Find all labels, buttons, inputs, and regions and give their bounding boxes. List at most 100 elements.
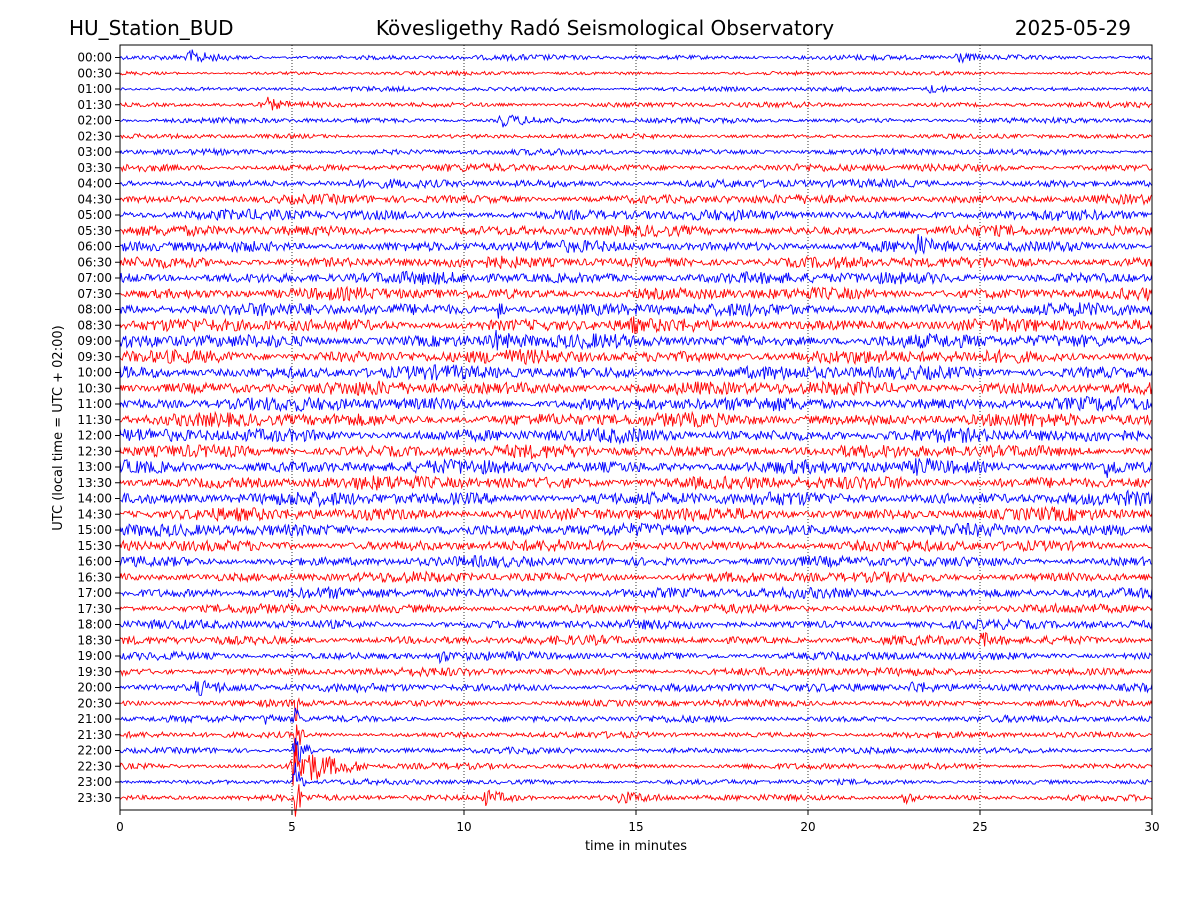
- trace-1500: [119, 521, 1153, 538]
- trace-1100: [119, 396, 1153, 413]
- trace-0630: [119, 255, 1153, 270]
- y-tick-label: 16:00: [77, 555, 112, 569]
- y-tick-label: 09:30: [77, 350, 112, 364]
- trace-0430: [119, 193, 1153, 206]
- y-tick-label: 04:00: [77, 177, 112, 191]
- trace-0830: [119, 316, 1153, 334]
- y-tick-label: 19:30: [77, 665, 112, 679]
- trace-1430: [119, 505, 1153, 523]
- y-tick-label: 22:00: [77, 744, 112, 758]
- y-tick-label: 02:00: [77, 114, 112, 128]
- trace-1530: [119, 538, 1153, 553]
- seismic-traces: [119, 49, 1153, 817]
- y-tick-label: 21:30: [77, 728, 112, 742]
- y-tick-label: 16:30: [77, 570, 112, 584]
- y-tick-label: 01:00: [77, 82, 112, 96]
- y-tick-label: 20:00: [77, 681, 112, 695]
- trace-1700: [119, 585, 1153, 600]
- y-tick-label: 21:00: [77, 712, 112, 726]
- trace-1330: [119, 474, 1153, 491]
- trace-2230: [119, 744, 1153, 786]
- trace-1930: [119, 666, 1153, 678]
- y-tick-label: 08:00: [77, 303, 112, 317]
- trace-2200: [119, 737, 1153, 764]
- y-tick-label: 17:00: [77, 586, 112, 600]
- trace-0130: [119, 96, 1153, 111]
- trace-0800: [119, 302, 1153, 319]
- trace-1230: [119, 443, 1153, 460]
- trace-2030: [120, 697, 1153, 721]
- y-tick-label: 12:00: [77, 429, 112, 443]
- trace-0030: [119, 69, 1153, 77]
- y-tick-label: 03:30: [77, 161, 112, 175]
- trace-1730: [119, 602, 1153, 615]
- y-tick-label: 23:30: [77, 791, 112, 805]
- x-ticks: 0 5 10 15 20 25 30: [116, 810, 1160, 834]
- y-tick-label: 00:30: [77, 66, 112, 80]
- y-tick-label: 18:30: [77, 633, 112, 647]
- station-title: HU_Station_BUD: [69, 16, 234, 40]
- grid-lines: [291, 45, 981, 810]
- trace-1130: [119, 410, 1153, 429]
- y-tick-label: 08:30: [77, 318, 112, 332]
- y-tick-label: 07:30: [77, 287, 112, 301]
- x-tick-label: 5: [288, 820, 296, 834]
- trace-0700: [119, 270, 1153, 285]
- y-tick-label: 10:00: [77, 366, 112, 380]
- x-tick-label: 15: [628, 820, 643, 834]
- trace-0530: [119, 223, 1153, 238]
- trace-1300: [119, 458, 1153, 478]
- trace-0300: [119, 147, 1153, 157]
- trace-0930: [119, 348, 1153, 366]
- y-tick-label: 17:30: [77, 602, 112, 616]
- y-tick-label: 06:30: [77, 255, 112, 269]
- trace-0500: [119, 208, 1153, 223]
- trace-0330: [119, 162, 1153, 173]
- x-tick-label: 20: [800, 820, 815, 834]
- trace-1830: [119, 632, 1153, 647]
- y-tick-label: 22:30: [77, 759, 112, 773]
- trace-0900: [119, 329, 1153, 351]
- y-tick-label: 13:30: [77, 476, 112, 490]
- x-tick-label: 10: [456, 820, 471, 834]
- y-tick-label: 03:00: [77, 145, 112, 159]
- trace-1630: [119, 570, 1153, 584]
- y-tick-label: 06:00: [77, 240, 112, 254]
- trace-1030: [119, 379, 1153, 396]
- trace-0100: [119, 84, 1153, 94]
- x-axis-label: time in minutes: [585, 839, 687, 854]
- y-tick-label: 14:30: [77, 507, 112, 521]
- trace-0200: [119, 114, 1153, 128]
- y-tick-label: 09:00: [77, 334, 112, 348]
- trace-0230: [119, 132, 1153, 140]
- trace-1800: [119, 617, 1153, 631]
- y-tick-label: 13:00: [77, 460, 112, 474]
- trace-1600: [119, 554, 1153, 569]
- y-tick-label: 02:30: [77, 129, 112, 143]
- trace-2330: [119, 784, 1153, 817]
- plot-frame: [119, 44, 1153, 811]
- trace-2130: [119, 724, 1152, 757]
- y-axis-label: UTC (local time = UTC + 02:00): [51, 325, 66, 530]
- trace-0000: [119, 49, 1153, 64]
- y-tick-label: 20:30: [77, 696, 112, 710]
- trace-1900: [119, 650, 1153, 665]
- y-tick-label: 23:00: [77, 775, 112, 789]
- y-tick-label: 15:00: [77, 523, 112, 537]
- y-tick-label: 11:30: [77, 413, 112, 427]
- y-tick-label: 05:00: [77, 208, 112, 222]
- observatory-title: Kövesligethy Radó Seismological Observat…: [376, 16, 834, 40]
- y-tick-label: 14:00: [77, 492, 112, 506]
- y-tick-label: 05:30: [77, 224, 112, 238]
- y-tick-label: 10:30: [77, 381, 112, 395]
- trace-0400: [119, 177, 1153, 190]
- y-tick-label: 07:00: [77, 271, 112, 285]
- trace-0600: [119, 234, 1153, 255]
- trace-1400: [119, 489, 1153, 508]
- x-tick-label: 25: [972, 820, 987, 834]
- trace-2100: [119, 707, 1153, 725]
- trace-2000: [119, 679, 1153, 696]
- trace-2300: [119, 762, 1153, 787]
